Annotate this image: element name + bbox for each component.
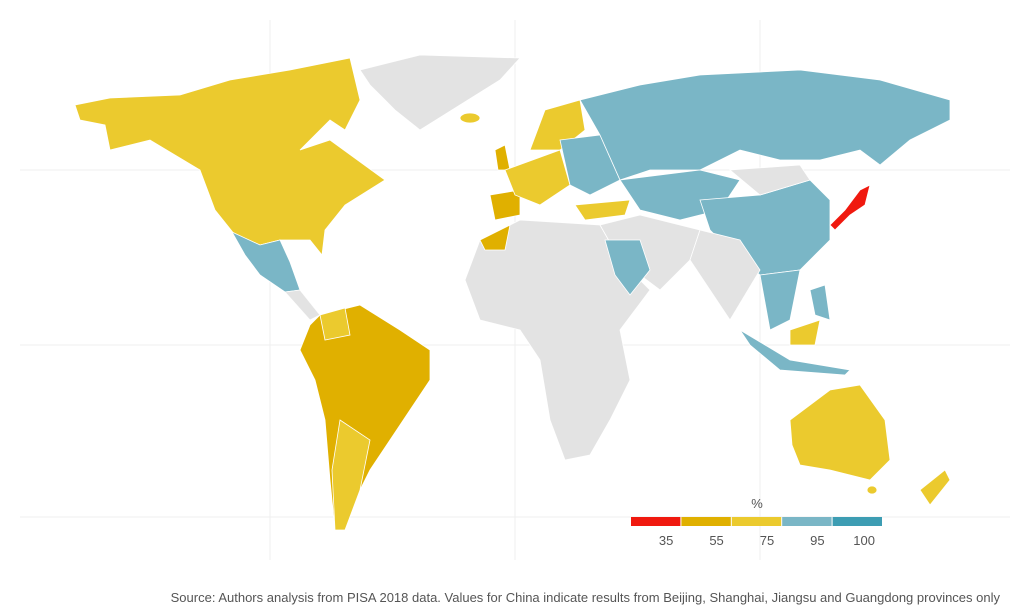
- legend-tick-label: 100: [853, 533, 875, 548]
- legend-tick-label: 95: [810, 533, 824, 548]
- tasmania: [866, 485, 878, 495]
- united-kingdom: [494, 144, 511, 171]
- new-zealand: [919, 469, 951, 506]
- legend-tick-label: 35: [659, 533, 673, 548]
- southeast-asia: [759, 269, 801, 331]
- japan: [829, 184, 871, 231]
- legend-swatch: [832, 517, 882, 526]
- saudi-arabia: [604, 239, 651, 296]
- india: [689, 229, 761, 321]
- greenland: [359, 54, 521, 131]
- malaysia: [789, 319, 821, 346]
- legend-swatch: [631, 517, 681, 526]
- source-note: Source: Authors analysis from PISA 2018 …: [171, 590, 1001, 605]
- north-america: [74, 57, 386, 256]
- colombia: [319, 307, 351, 341]
- iceland: [459, 112, 481, 124]
- argentina: [331, 419, 371, 531]
- legend-title: %: [751, 496, 763, 511]
- south-america: [299, 304, 431, 531]
- legend-tick-label: 55: [709, 533, 723, 548]
- morocco: [479, 224, 511, 251]
- australia: [789, 384, 891, 481]
- iberia: [489, 189, 521, 221]
- central-america: [284, 289, 321, 321]
- turkey: [574, 199, 631, 221]
- philippines: [809, 284, 831, 321]
- indonesia: [739, 329, 851, 376]
- legend-swatch: [782, 517, 832, 526]
- mongolia: [728, 164, 811, 196]
- legend-tick-label: 75: [760, 533, 774, 548]
- scandinavia: [529, 99, 586, 151]
- legend-swatch: [681, 517, 731, 526]
- russia: [579, 69, 951, 181]
- legend-swatch: [731, 517, 782, 526]
- world-map: [74, 54, 951, 531]
- legend: 35 55 75 95 100: [631, 517, 882, 548]
- eastern-europe: [559, 134, 621, 196]
- western-europe: [504, 149, 571, 206]
